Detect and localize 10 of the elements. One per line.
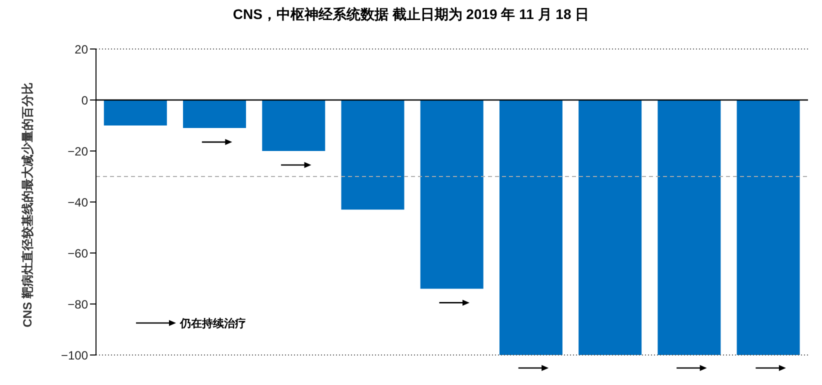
y-axis-title: CNS 靶病灶直径较基线的最大减少量的百分比 — [20, 82, 36, 328]
y-tick-label: −20 — [68, 144, 88, 158]
y-tick-label: 20 — [74, 42, 88, 56]
chart-title: CNS，中枢神经系统数据 截止日期为 2019 年 11 月 18 日 — [232, 6, 590, 24]
annotation: 仍在持续治疗 — [179, 317, 246, 330]
y-tick-label: 0 — [81, 93, 88, 108]
y-tick-label: −80 — [68, 297, 88, 312]
y-tick-label: −60 — [68, 246, 88, 260]
y-tick-label: −100 — [60, 348, 88, 362]
y-tick-label: −40 — [68, 195, 88, 210]
